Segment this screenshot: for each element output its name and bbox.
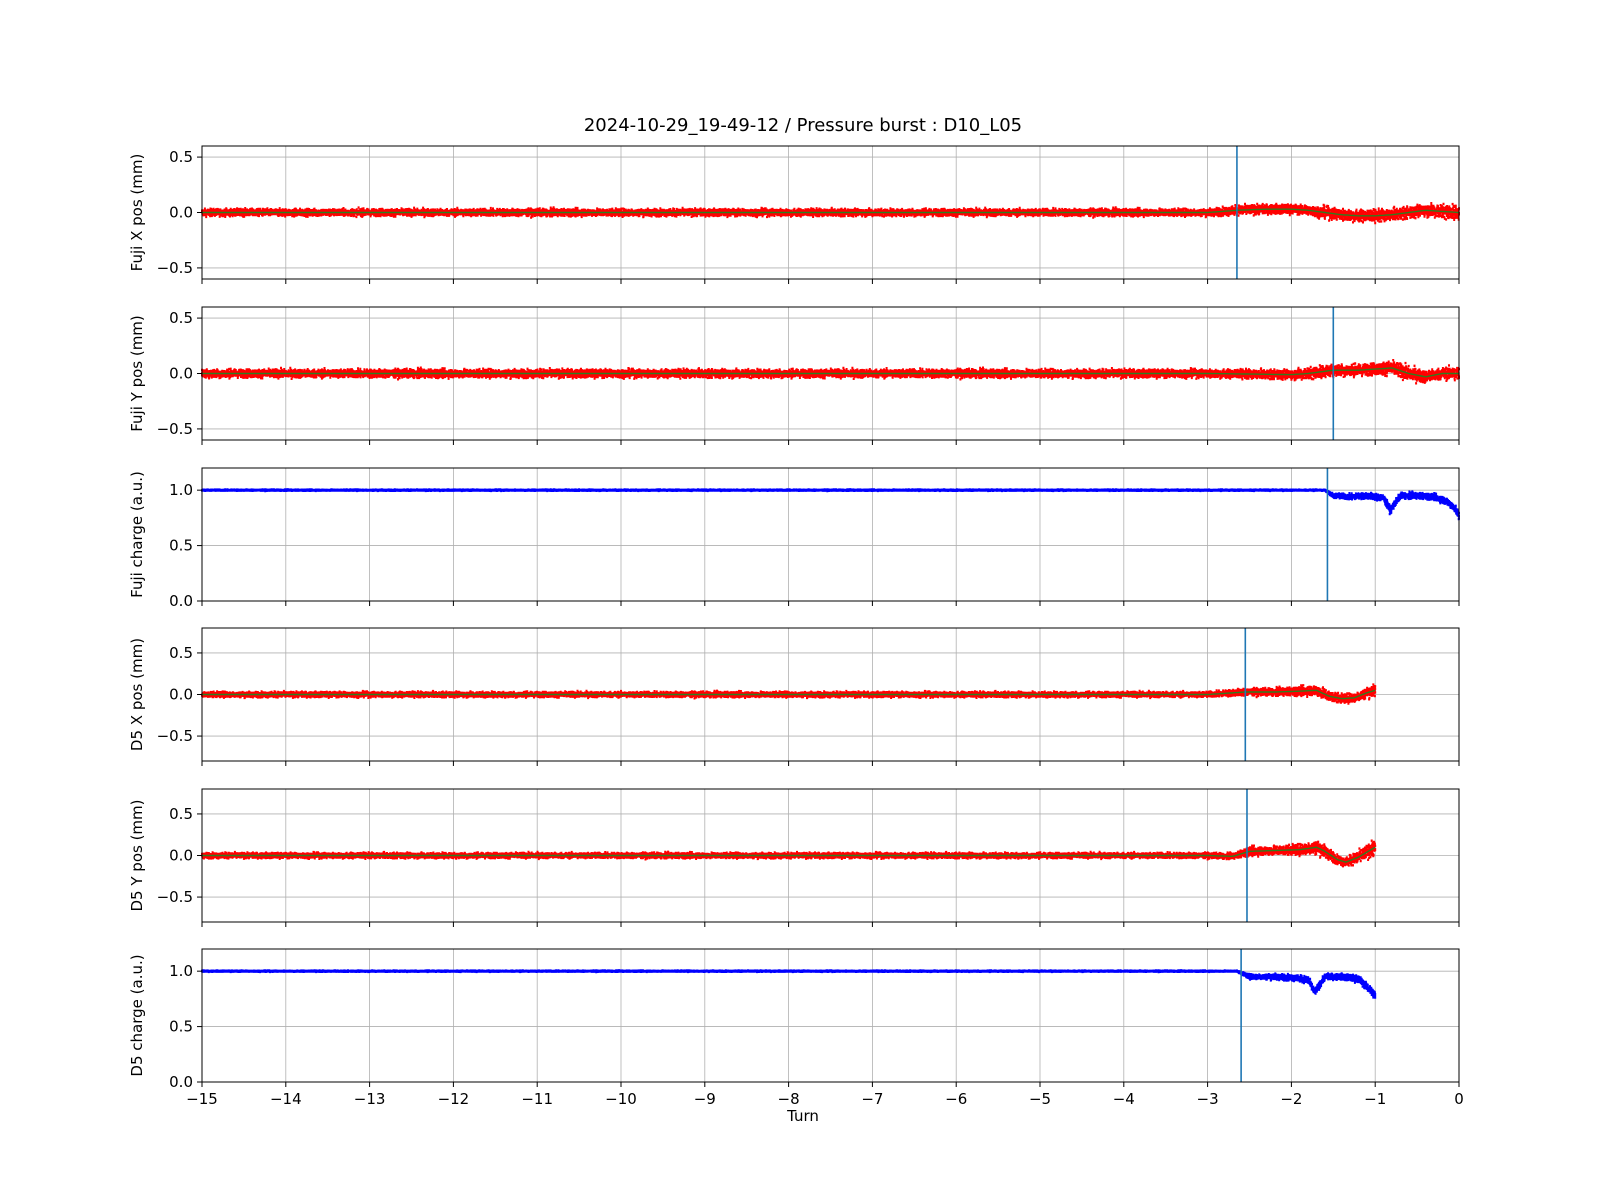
panel-6: −15 −14 −13 −12 −11 −10 −9 −8 −7 −6 −5 −4 −3 −2 −1 01.0…	[128, 948, 1464, 1108]
data-points	[201, 359, 1460, 385]
y-tick-label: 0.0	[169, 847, 193, 865]
smoothed-line	[202, 208, 1460, 217]
x-tick-label: −1	[1364, 1090, 1386, 1108]
data-points	[201, 488, 1460, 521]
y-axis-label: D5 charge (a.u.)	[128, 954, 146, 1076]
y-axis-label: D5 X pos (mm)	[128, 638, 146, 751]
x-tick-label: −7	[861, 1090, 883, 1108]
x-tick-label: −15	[186, 1090, 218, 1108]
plot-frame	[201, 948, 1460, 1083]
x-axis-label: Turn	[786, 1107, 819, 1125]
x-tick-label: −11	[521, 1090, 553, 1108]
y-tick-label: 0.0	[169, 204, 193, 222]
y-tick-label: 1.0	[169, 962, 193, 980]
y-tick-label: 0.5	[169, 537, 193, 555]
y-tick-label: 0.5	[169, 1018, 193, 1036]
panels: 0.5 0.0 −0.5 Fuji X pos (mm) 0.5 0.0 −0.5 Fuji …	[128, 145, 1464, 1108]
x-tick-label: −3	[1197, 1090, 1219, 1108]
x-tick-label: −8	[778, 1090, 800, 1108]
y-axis-label: Fuji X pos (mm)	[128, 154, 146, 272]
x-tick-label: −5	[1029, 1090, 1051, 1108]
y-tick-label: 0.0	[169, 365, 193, 383]
x-tick-label: −12	[438, 1090, 470, 1108]
y-tick-label: 0.5	[169, 805, 193, 823]
panel-3: 1.0 0.5 0.0 Fuji charge (a.u.)	[128, 467, 1460, 610]
y-tick-label: 0.0	[169, 686, 193, 704]
y-axis-label: D5 Y pos (mm)	[128, 799, 146, 911]
x-tick-label: −10	[605, 1090, 637, 1108]
x-tick-label: −4	[1113, 1090, 1135, 1108]
smoothed-line	[202, 689, 1376, 700]
plot-frame	[201, 467, 1460, 602]
y-tick-label: −0.5	[157, 259, 193, 277]
x-tick-label: −2	[1280, 1090, 1302, 1108]
x-tick-label: −13	[354, 1090, 386, 1108]
smoothed-line	[202, 846, 1376, 863]
y-tick-label: 0.0	[169, 592, 193, 610]
x-tick-label: −6	[945, 1090, 967, 1108]
x-tick-label: −9	[694, 1090, 716, 1108]
y-tick-label: 0.5	[169, 644, 193, 662]
panel-2: 0.5 0.0 −0.5 Fuji Y pos (mm)	[128, 306, 1460, 445]
x-tick-label: 0	[1454, 1090, 1464, 1108]
smoothed-line	[202, 367, 1459, 378]
y-tick-label: 0.5	[169, 148, 193, 166]
y-tick-label: −0.5	[157, 888, 193, 906]
panel-1: 0.5 0.0 −0.5 Fuji X pos (mm)	[128, 145, 1460, 284]
panel-5: 0.5 0.0 −0.5 D5 Y pos (mm)	[128, 788, 1460, 927]
chart-title: 2024-10-29_19-49-12 / Pressure burst : D…	[584, 115, 1022, 136]
y-axis-label: Fuji charge (a.u.)	[128, 471, 146, 598]
y-tick-label: −0.5	[157, 727, 193, 745]
y-tick-label: 0.0	[169, 1073, 193, 1091]
y-tick-label: 1.0	[169, 481, 193, 499]
y-tick-label: −0.5	[157, 420, 193, 438]
y-tick-label: 0.5	[169, 309, 193, 327]
y-axis-label: Fuji Y pos (mm)	[128, 315, 146, 432]
x-tick-label: −14	[270, 1090, 302, 1108]
panel-4: 0.5 0.0 −0.5 D5 X pos (mm)	[128, 627, 1460, 766]
